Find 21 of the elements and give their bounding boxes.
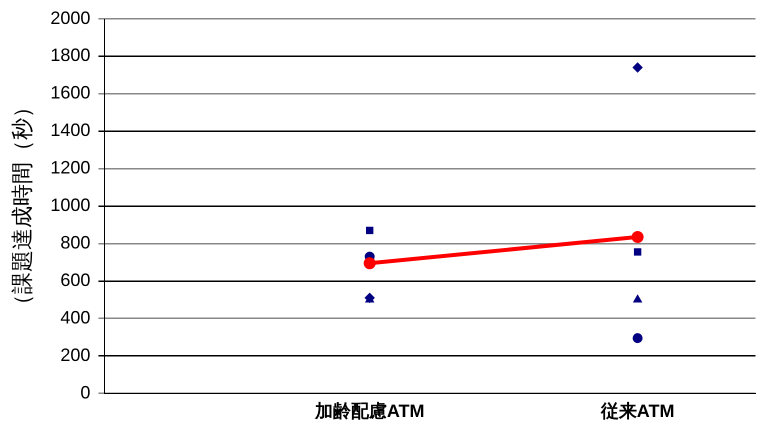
y-tick-label: 0 (80, 382, 90, 402)
y-tick-label: 800 (60, 232, 90, 253)
point (634, 248, 642, 256)
x-tick-label: 従来ATM (600, 401, 674, 422)
point (364, 257, 376, 270)
point (366, 226, 374, 234)
point (632, 231, 644, 244)
y-tick-label: 200 (60, 344, 90, 365)
point (632, 333, 643, 344)
y-tick-label: 1800 (50, 45, 90, 66)
point (633, 294, 642, 302)
y-tick-label: 2000 (50, 8, 90, 28)
y-tick-label: 1400 (50, 120, 90, 140)
y-tick-label: 400 (60, 307, 90, 328)
x-tick-label: 加齢配慮ATM (314, 401, 425, 422)
y-tick-label: 1000 (50, 195, 90, 216)
y-tick-label: 600 (60, 270, 90, 290)
point (632, 62, 643, 72)
y-axis-title: （課題達成時間（秒） (9, 96, 34, 316)
y-tick-label: 1600 (50, 82, 90, 103)
y-tick-label: 1200 (50, 158, 90, 178)
